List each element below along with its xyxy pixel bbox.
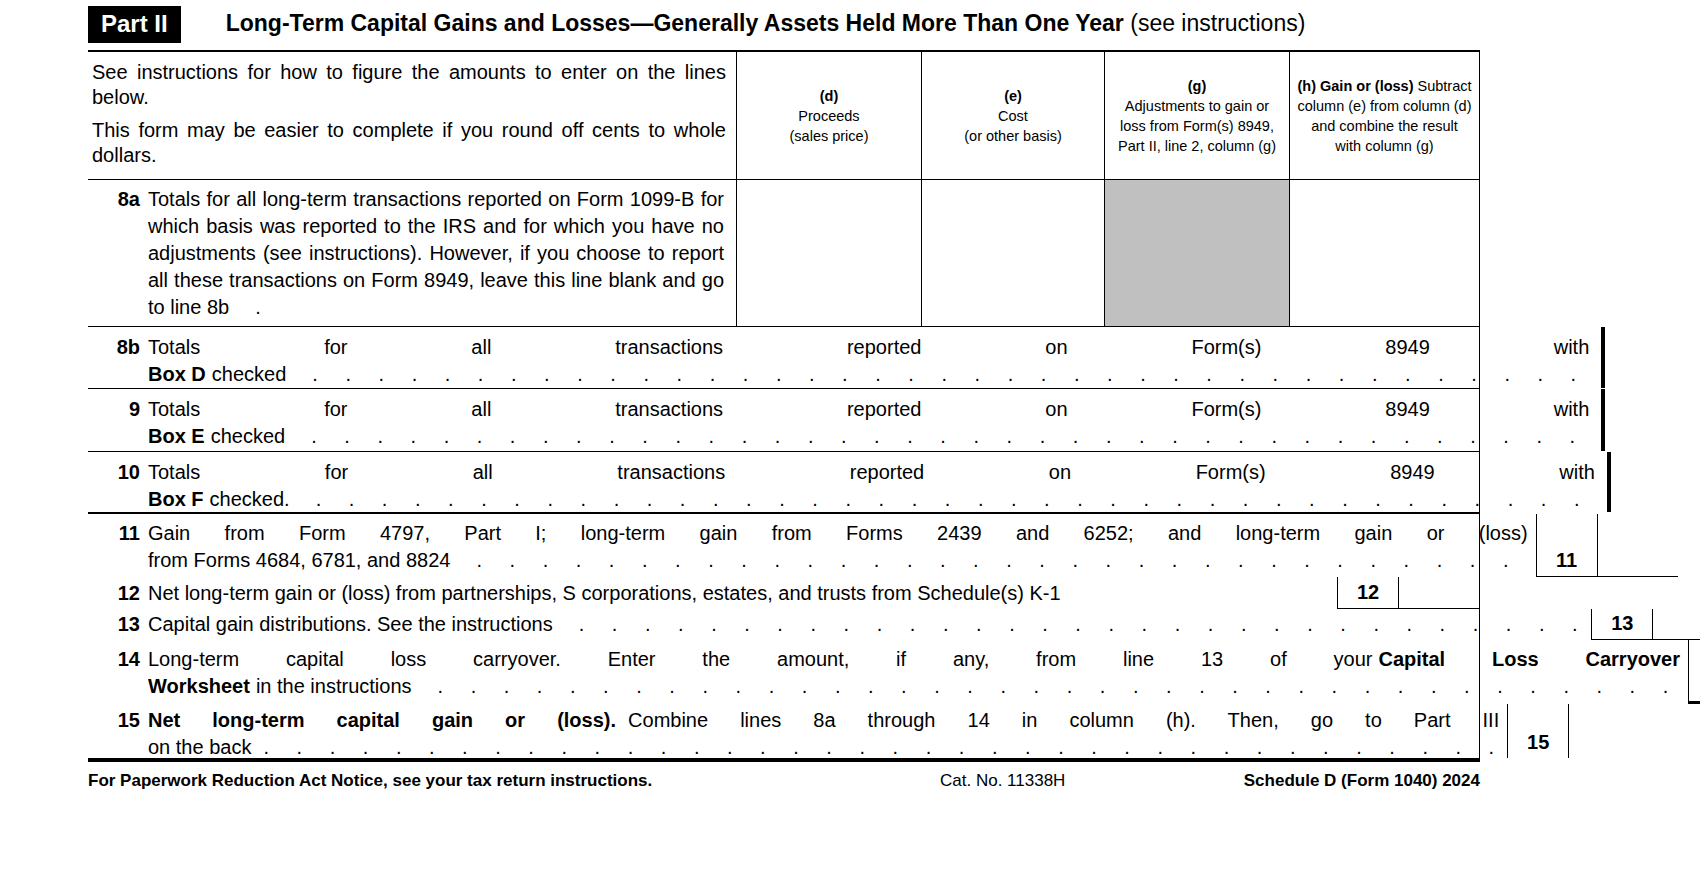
dot-leader: . . . . . . . . . . . . . . . . . . . . … [316,486,1595,513]
row-8a-entry-gain-loss[interactable] [1289,180,1479,326]
line-14-text-line1: Long-term capital loss carryover. Enter … [148,646,1680,673]
row-8b-box-label: Box D [148,361,206,388]
line-11-number: 11 [88,520,140,577]
line-12-text: Net long-term gain or (loss) from partne… [148,580,1329,609]
row-9-number: 9 [88,396,140,450]
row-8b-entry-gain-loss[interactable] [1604,327,1605,388]
catalog-number: Cat. No. 11338H [940,771,1065,791]
table-intro-cell: See instructions for how to figure the a… [88,52,736,179]
line-14-number-box: 14 [1688,640,1700,704]
line-15-row: 15 Net long-term capital gain or (loss).… [88,704,1479,758]
form-footer: For Paperwork Reduction Act Notice, see … [88,771,1480,795]
line-14-number: 14 [88,646,140,704]
line-14-description: 14 Long-term capital loss carryover. Ent… [88,640,1688,704]
row-8a-number: 8a [88,186,140,321]
row-8b: 8b Totals for all transactions reported … [88,327,1479,389]
row-8a-entry-cost[interactable] [921,180,1104,326]
row-9-entry-gain-loss[interactable] [1604,389,1605,451]
line-13-number-box: 13 [1591,609,1653,640]
line-15-text-line2: on the back . . . . . . . . . . . . . . … [148,734,1499,761]
line-12-amount-entry[interactable] [1399,577,1479,609]
line-13-amount-entry[interactable] [1653,609,1700,640]
line-15-text-line1: Net long-term capital gain or (loss).Com… [148,707,1499,734]
dot-leader: . . . . . . . . . . . . . . . . . . . . … [311,423,1589,450]
row-8a: 8a Totals for all long-term transactions… [88,180,1479,327]
form-id-year: Schedule D (Form 1040) 2024 [1244,771,1480,791]
line-15-description: 15 Net long-term capital gain or (loss).… [88,704,1507,758]
row-10-entry-gain-loss[interactable] [1610,452,1611,512]
part-2-title-suffix: (see instructions) [1124,10,1306,36]
row-8a-description: 8a Totals for all long-term transactions… [88,180,736,326]
row-9: 9 Totals for all transactions reported o… [88,389,1479,452]
dot-leader: . . . . . . . . . . . . . . . . . . . . … [438,673,1681,700]
row-9-text: Totals for all transactions reported on … [148,396,1589,423]
table-header-row: See instructions for how to figure the a… [88,52,1479,180]
line-11-text: Gain from Form 4797, Part I; long-term g… [148,520,1528,547]
line-12-description: 12 Net long-term gain or (loss) from par… [88,577,1337,609]
dot-leader: . . . . . . . . . . . . . . . . . . . . … [579,611,1584,638]
row-10-text: Totals for all transactions reported on … [148,459,1595,486]
part-2-badge: Part II [88,6,181,43]
line-15-number-box: 15 [1507,704,1569,758]
line-13-description: 13 Capital gain distributions. See the i… [88,609,1591,640]
row-9-box-label: Box E [148,423,205,450]
intro-line-1: See instructions for how to figure the a… [92,60,726,110]
line-14-text-line2: Worksheet in the instructions . . . . . … [148,673,1680,700]
line-13-row: 13 Capital gain distributions. See the i… [88,609,1479,640]
column-header-g: (g) Adjustments to gain or loss from For… [1104,52,1289,179]
line-12-number-box: 12 [1337,577,1399,609]
row-8b-text: Totals for all transactions reported on … [148,334,1589,361]
line-14-row: 14 Long-term capital loss carryover. Ent… [88,640,1479,704]
dot-leader: . . . . . . . . . . . . . . . . . . . . … [263,734,1499,761]
line-11-description: 11 Gain from Form 4797, Part I; long-ter… [88,514,1536,577]
line-11-row: 11 Gain from Form 4797, Part I; long-ter… [88,514,1479,577]
part-2-title-text: Long-Term Capital Gains and Losses—Gener… [226,10,1124,36]
intro-line-2: This form may be easier to complete if y… [92,118,726,168]
column-header-d: (d) Proceeds (sales price) [736,52,921,179]
part-2-title: Long-Term Capital Gains and Losses—Gener… [226,6,1306,37]
row-8a-entry-adjustments-shaded [1104,180,1289,326]
dot-leader: . . . . . . . . . . . . . . . . . . . . … [476,547,1527,574]
line-15-number: 15 [88,707,140,758]
long-term-gains-table: See instructions for how to figure the a… [88,50,1480,762]
line-11-amount-entry[interactable] [1598,514,1678,577]
row-10-box-label: Box F [148,486,204,513]
row-10-number: 10 [88,459,140,513]
part-2-header: Part II Long-Term Capital Gains and Loss… [88,0,1480,50]
row-9-description: 9 Totals for all transactions reported o… [88,389,1601,451]
row-8a-text: Totals for all long-term transactions re… [148,186,724,321]
line-13-number: 13 [88,611,140,640]
paperwork-reduction-notice: For Paperwork Reduction Act Notice, see … [88,771,652,791]
line-15-amount-entry[interactable] [1569,704,1649,758]
column-header-h: (h) Gain or (loss) Subtract column (e) f… [1289,52,1479,179]
line-11-number-box: 11 [1536,514,1598,577]
column-header-e: (e) Cost (or other basis) [921,52,1104,179]
dot-leader: . . . . . . . . . . . . . . . . . . . . … [312,361,1589,388]
row-10: 10 Totals for all transactions reported … [88,452,1479,514]
row-8b-number: 8b [88,334,140,388]
line-13-text: Capital gain distributions. See the inst… [148,611,553,638]
schedule-d-part2-form: Part II Long-Term Capital Gains and Loss… [88,0,1480,795]
row-8a-entry-proceeds[interactable] [736,180,921,326]
row-10-description: 10 Totals for all transactions reported … [88,452,1607,512]
line-12-row: 12 Net long-term gain or (loss) from par… [88,577,1479,609]
line-12-number: 12 [88,580,140,609]
row-8b-description: 8b Totals for all transactions reported … [88,327,1601,388]
